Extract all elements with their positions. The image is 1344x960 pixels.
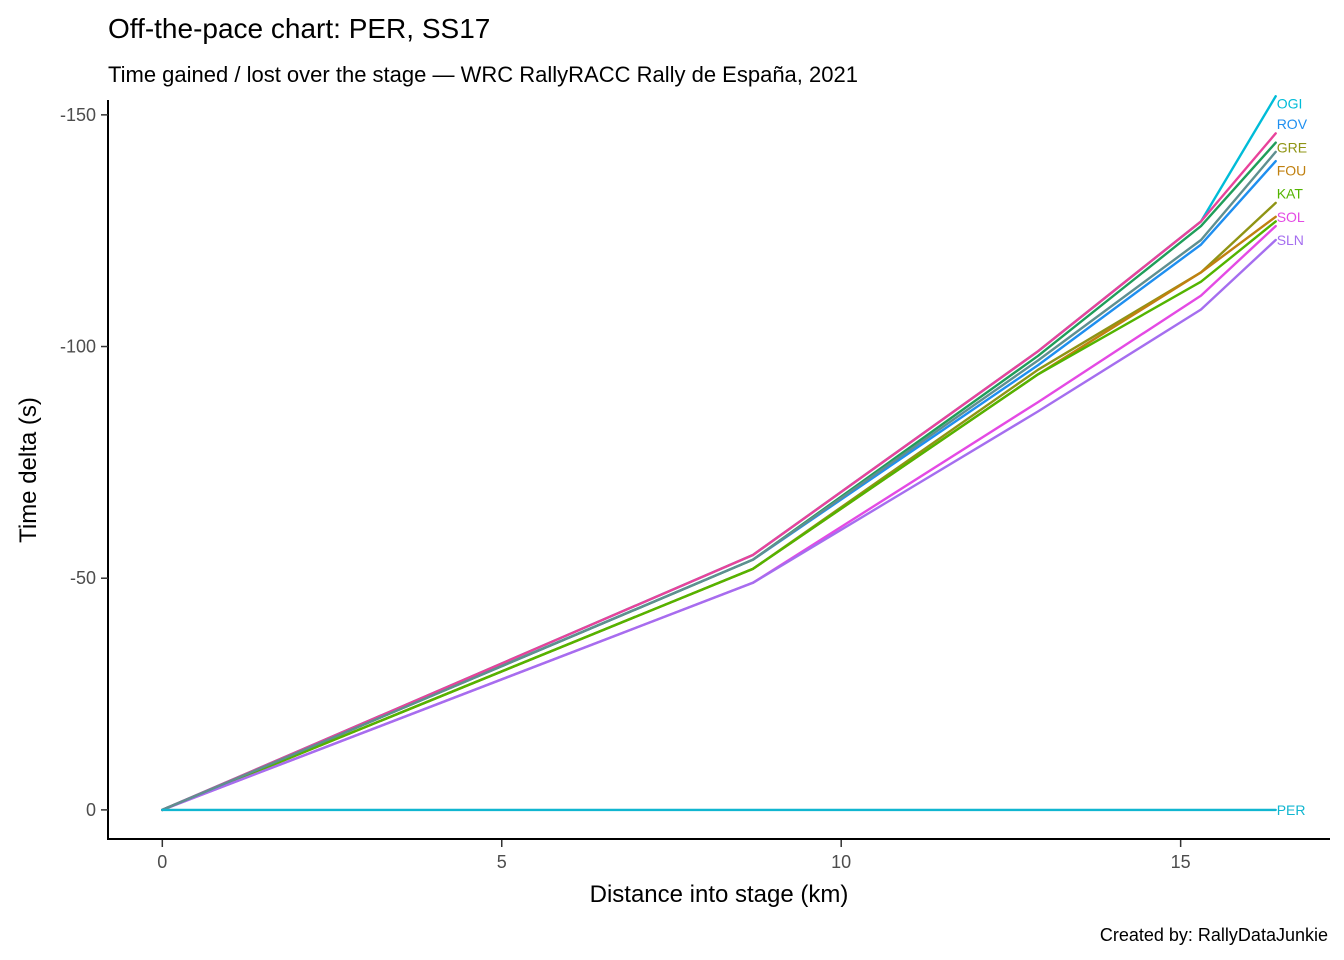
series-line-rov bbox=[161, 159, 1277, 812]
x-tick-label: 15 bbox=[1171, 852, 1191, 872]
y-axis-ticks: 0 -50 -100 -150 bbox=[60, 105, 108, 820]
x-tick-label: 10 bbox=[831, 852, 851, 872]
series-label-per: PER bbox=[1277, 802, 1306, 818]
series-layer bbox=[161, 95, 1277, 812]
y-axis-title: Time delta (s) bbox=[15, 397, 42, 543]
chart-subtitle: Time gained / lost over the stage — WRC … bbox=[108, 62, 858, 87]
series-label-kat: KAT bbox=[1277, 186, 1304, 202]
chart-title: Off-the-pace chart: PER, SS17 bbox=[108, 13, 490, 44]
series-line-unlabelled-7 bbox=[161, 141, 1277, 812]
x-axis-ticks: 0 5 10 15 bbox=[157, 840, 1191, 872]
series-label-ogi: OGI bbox=[1277, 95, 1303, 111]
series-line-unlabelled-9 bbox=[161, 150, 1277, 812]
x-tick-label: 0 bbox=[157, 852, 167, 872]
chart-caption: Created by: RallyDataJunkie bbox=[1100, 925, 1328, 945]
series-line-kat bbox=[161, 220, 1277, 812]
series-label-sol: SOL bbox=[1277, 209, 1305, 225]
series-end-labels: OGI ROV GRE FOU KAT SOL SLN PER bbox=[1277, 95, 1308, 818]
series-line-unlabelled-8 bbox=[161, 132, 1277, 812]
series-label-rov: ROV bbox=[1277, 116, 1308, 132]
series-line-fou bbox=[161, 215, 1277, 812]
series-label-fou: FOU bbox=[1277, 163, 1307, 179]
y-tick-label: -50 bbox=[70, 568, 96, 588]
series-line-ogi bbox=[161, 95, 1277, 812]
series-label-gre: GRE bbox=[1277, 139, 1307, 155]
y-tick-label: -100 bbox=[60, 337, 96, 357]
series-label-sln: SLN bbox=[1277, 232, 1304, 248]
y-tick-label: -150 bbox=[60, 105, 96, 125]
series-line-sln bbox=[161, 238, 1277, 812]
x-tick-label: 5 bbox=[497, 852, 507, 872]
y-tick-label: 0 bbox=[86, 800, 96, 820]
x-axis-title: Distance into stage (km) bbox=[590, 881, 849, 908]
